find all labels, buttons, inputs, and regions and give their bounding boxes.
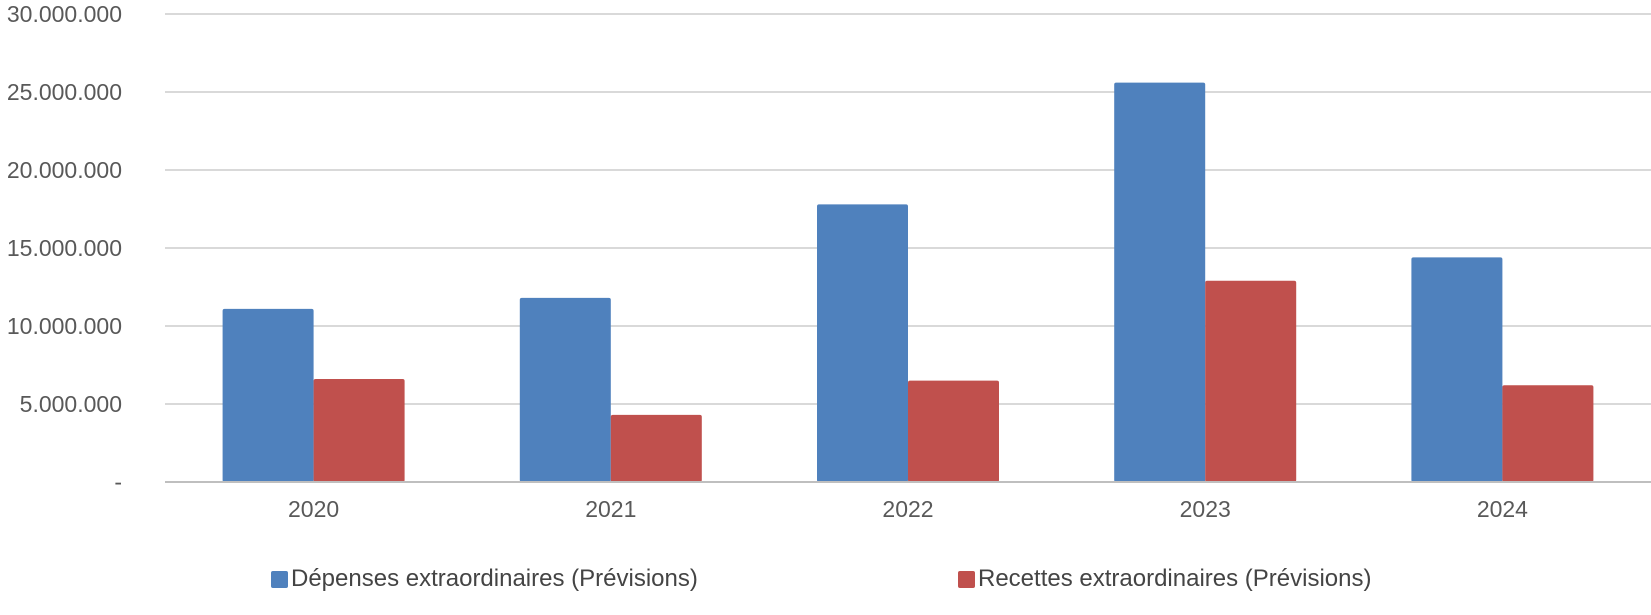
bar-depenses-2021	[519, 297, 611, 482]
legend-item-depenses: Dépenses extraordinaires (Prévisions)	[271, 565, 698, 593]
legend-swatch-recettes	[958, 570, 975, 588]
y-tick-label: 25.000.000	[7, 79, 122, 105]
bar-recettes-2020	[313, 379, 405, 482]
y-tick-label: 10.000.000	[7, 313, 122, 339]
bar-depenses-2020	[222, 308, 314, 482]
bar-chart: - 5.000.000 10.000.000 15.000.000 20.000.000…	[7, 1, 1651, 522]
bar-recettes-2024	[1502, 385, 1594, 482]
bar-depenses-2024	[1411, 257, 1503, 482]
y-tick-label: 30.000.000	[7, 1, 122, 27]
bar-depenses-2023	[1114, 82, 1206, 482]
x-tick-label: 2021	[585, 496, 636, 522]
legend-label-recettes: Recettes extraordinaires (Prévisions)	[978, 565, 1372, 592]
legend-swatch-depenses	[271, 570, 288, 588]
bar-depenses-2022	[817, 204, 908, 482]
y-tick-label: 15.000.000	[7, 235, 122, 261]
legend-label-depenses: Dépenses extraordinaires (Prévisions)	[291, 565, 698, 592]
x-tick-label: 2024	[1477, 496, 1528, 522]
y-tick-label: -	[114, 469, 122, 495]
x-tick-label: 2022	[882, 496, 933, 522]
bar-recettes-2022	[908, 380, 999, 482]
bar-recettes-2023	[1205, 280, 1297, 482]
y-tick-label: 5.000.000	[20, 391, 122, 417]
legend-item-recettes: Recettes extraordinaires (Prévisions)	[958, 565, 1371, 593]
y-tick-label: 20.000.000	[7, 157, 122, 183]
x-axis-tick-labels: 2020 2021 2022 2023 2024	[288, 496, 1528, 522]
bars	[222, 82, 1594, 482]
x-tick-label: 2020	[288, 496, 339, 522]
x-tick-label: 2023	[1180, 496, 1231, 522]
y-axis-tick-labels: - 5.000.000 10.000.000 15.000.000 20.000.000…	[7, 1, 122, 495]
bar-recettes-2021	[610, 414, 702, 482]
legend: Dépenses extraordinaires (Prévisions) Re…	[0, 565, 1651, 597]
